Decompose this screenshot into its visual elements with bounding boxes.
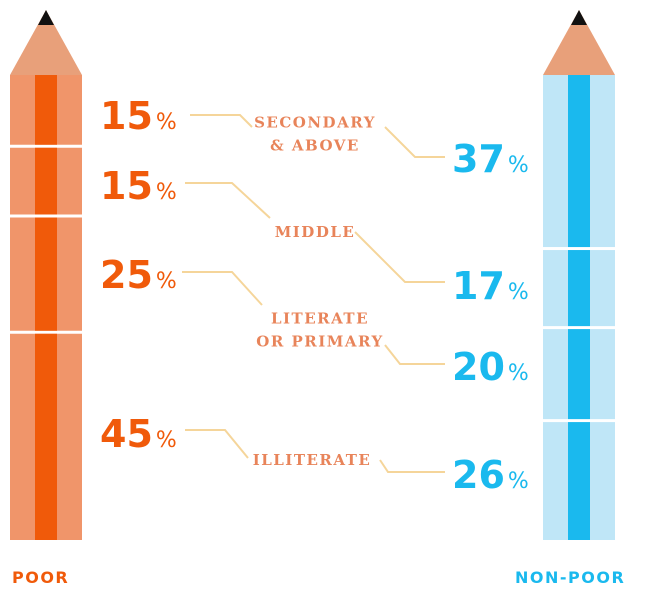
- series-name: NON-POOR: [515, 568, 625, 587]
- series-name: POOR: [12, 568, 69, 587]
- value-label: 25%: [100, 256, 177, 294]
- value-unit: %: [508, 361, 529, 386]
- connector: [385, 345, 445, 364]
- value-unit: %: [508, 153, 529, 178]
- value-unit: %: [156, 110, 177, 135]
- connector: [182, 272, 262, 305]
- value-label: 45%: [100, 415, 177, 453]
- segment-stripe: [568, 75, 590, 247]
- connector: [355, 232, 445, 282]
- segment-stripe: [568, 422, 590, 540]
- category-label: ILLITERATE: [253, 449, 372, 472]
- connector: [185, 430, 248, 458]
- pencil-tip: [10, 10, 615, 75]
- connector: [185, 183, 270, 218]
- category-label: LITERATE OR PRIMARY: [256, 308, 383, 353]
- segment-stripe: [35, 148, 57, 215]
- value-label: 17%: [452, 267, 529, 305]
- value-number: 15: [100, 94, 153, 138]
- chart: [0, 0, 646, 591]
- segment-stripe: [35, 218, 57, 331]
- value-label: 37%: [452, 140, 529, 178]
- value-number: 25: [100, 253, 153, 297]
- pencil-segment: [10, 218, 82, 331]
- value-number: 15: [100, 164, 153, 208]
- value-unit: %: [508, 280, 529, 305]
- value-unit: %: [156, 269, 177, 294]
- value-number: 37: [452, 137, 505, 181]
- pencil-segment: [543, 75, 615, 247]
- segment-stripe: [35, 75, 57, 145]
- value-unit: %: [156, 180, 177, 205]
- segment-stripe: [568, 250, 590, 326]
- category-label: SECONDARY & ABOVE: [254, 112, 376, 157]
- value-number: 20: [452, 345, 505, 389]
- category-label: MIDDLE: [275, 221, 356, 244]
- value-unit: %: [156, 428, 177, 453]
- pencil-segment: [543, 422, 615, 540]
- value-number: 45: [100, 412, 153, 456]
- segment-stripe: [568, 329, 590, 419]
- pencil-segment: [10, 148, 82, 215]
- connector: [385, 127, 445, 157]
- pencil-segment: [10, 75, 82, 145]
- value-number: 26: [452, 453, 505, 497]
- infographic: 15%15%25%45%POOR37%17%20%26%NON-POORSECO…: [0, 0, 646, 591]
- value-label: 15%: [100, 167, 177, 205]
- value-label: 26%: [452, 456, 529, 494]
- value-label: 15%: [100, 97, 177, 135]
- connector: [190, 115, 252, 127]
- value-label: 20%: [452, 348, 529, 386]
- segment-stripe: [35, 334, 57, 540]
- value-unit: %: [508, 469, 529, 494]
- value-number: 17: [452, 264, 505, 308]
- pencil-segment: [543, 250, 615, 326]
- connector: [380, 460, 445, 472]
- pencil-segment: [10, 334, 82, 540]
- pencil-segment: [543, 329, 615, 419]
